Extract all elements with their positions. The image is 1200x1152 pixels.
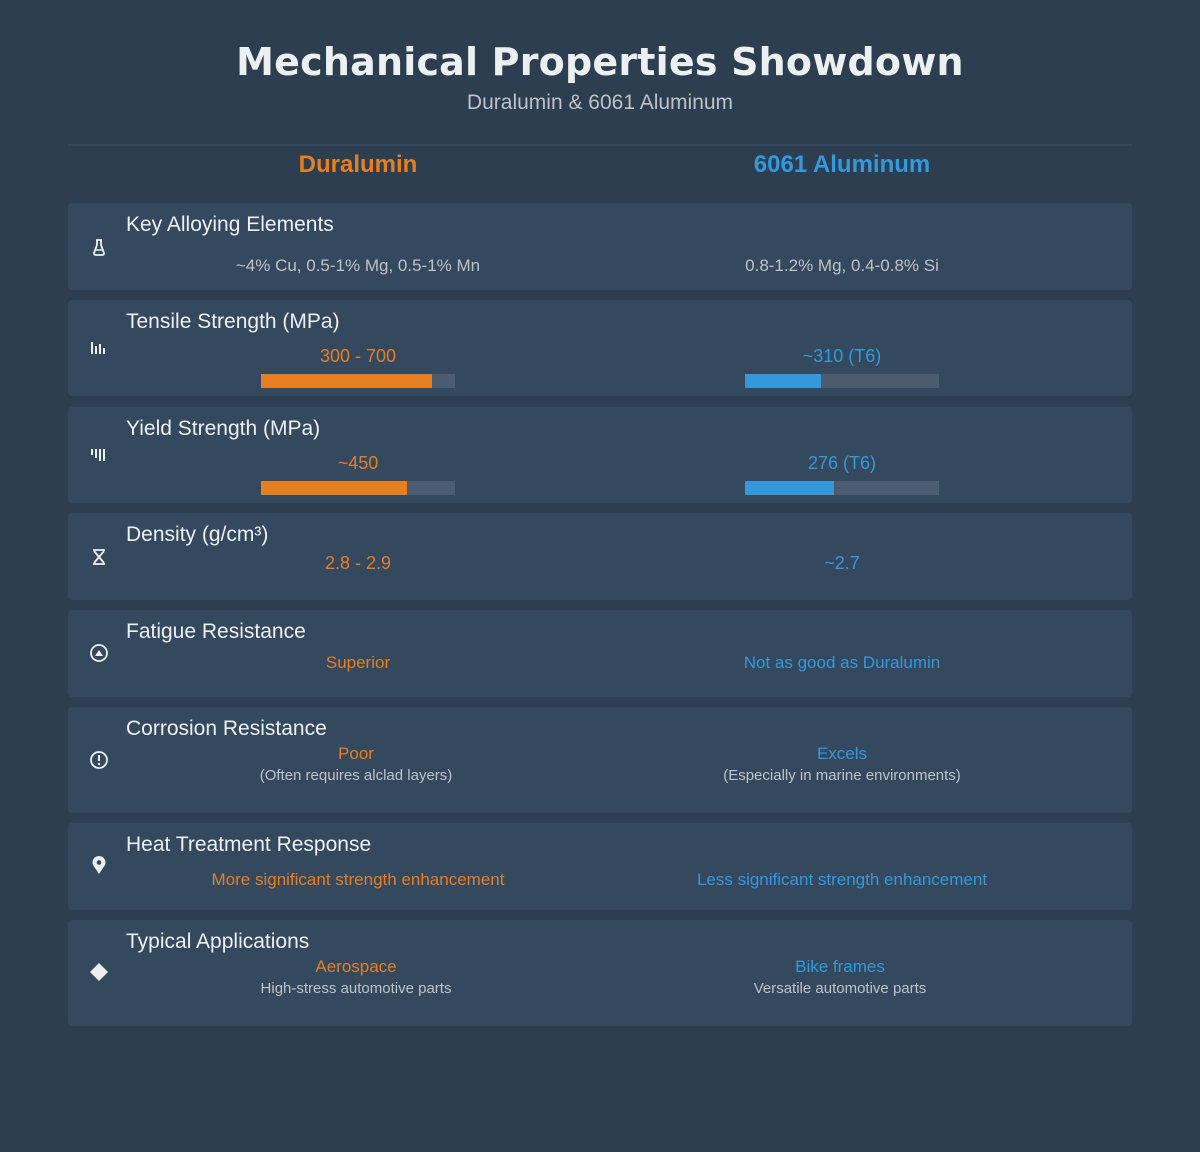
property-label: Tensile Strength (MPa) [126, 310, 340, 333]
aluminum-value: Excels [816, 744, 868, 763]
aluminum-value-cell: Bike frames Versatile automotive parts [598, 957, 1082, 997]
aluminum-value-cell: Less significant strength enhancement [600, 870, 1084, 890]
header-divider [68, 144, 1132, 146]
aluminum-value-cell: Excels (Especially in marine environment… [600, 744, 1084, 784]
page-subtitle: Duralumin & 6061 Aluminum [466, 91, 734, 114]
column-header-6061: 6061 Aluminum [753, 151, 931, 178]
duralumin-value: ~4% Cu, 0.5-1% Mg, 0.5-1% Mn [235, 256, 481, 275]
duralumin-value-cell: Poor (Often requires alclad layers) [114, 744, 598, 784]
aluminum-value: 276 (T6) [807, 453, 877, 473]
aluminum-value-cell: 0.8-1.2% Mg, 0.4-0.8% Si [600, 256, 1084, 276]
diamond-icon [88, 961, 110, 983]
duralumin-value: Superior [325, 653, 391, 672]
aluminum-strength-bar [745, 481, 939, 495]
aluminum-value-cell: ~2.7 [600, 553, 1084, 574]
property-row-fatigue: Fatigue Resistance Superior Not as good … [68, 610, 1132, 697]
duralumin-value-cell: ~450 [116, 453, 600, 495]
aluminum-value: ~2.7 [824, 553, 860, 573]
strength-bars-icon [88, 444, 110, 466]
property-row-applications: Typical Applications Aerospace High-stre… [68, 920, 1132, 1026]
bar-chart-icon [88, 337, 110, 359]
duralumin-value-cell: More significant strength enhancement [116, 870, 600, 890]
property-label: Corrosion Resistance [126, 717, 327, 740]
aluminum-value-cell: 276 (T6) [600, 453, 1084, 495]
property-label: Density (g/cm³) [126, 523, 269, 546]
property-label: Yield Strength (MPa) [126, 417, 321, 440]
property-row-yield: Yield Strength (MPa) ~450 276 (T6) [68, 407, 1132, 503]
property-row-heat-treatment: Heat Treatment Response More significant… [68, 823, 1132, 910]
aluminum-value: ~310 (T6) [802, 346, 882, 366]
duralumin-value: More significant strength enhancement [211, 870, 505, 889]
aluminum-value-cell: Not as good as Duralumin [600, 653, 1084, 673]
aluminum-value: 0.8-1.2% Mg, 0.4-0.8% Si [745, 256, 939, 275]
duralumin-value-cell: Aerospace High-stress automotive parts [114, 957, 598, 997]
property-label: Key Alloying Elements [126, 213, 334, 236]
aluminum-strength-bar-fill [745, 481, 835, 495]
property-row-tensile: Tensile Strength (MPa) 300 - 700 ~310 (T… [68, 300, 1132, 396]
duralumin-value: ~450 [337, 453, 379, 473]
property-label: Heat Treatment Response [126, 833, 372, 856]
aluminum-value-cell: ~310 (T6) [600, 346, 1084, 388]
duralumin-value-cell: Superior [116, 653, 600, 673]
scale-icon [88, 546, 110, 568]
duralumin-value-cell: 2.8 - 2.9 [116, 553, 600, 574]
aluminum-value: Less significant strength enhancement [696, 870, 988, 889]
duralumin-note: (Often requires alclad layers) [259, 767, 453, 784]
aluminum-value: Not as good as Duralumin [743, 653, 941, 672]
aluminum-strength-bar [745, 374, 939, 388]
duralumin-strength-bar-fill [261, 374, 432, 388]
aluminum-note: (Especially in marine environments) [723, 767, 961, 784]
aluminum-value: Bike frames [795, 957, 885, 976]
duralumin-strength-bar [261, 481, 455, 495]
property-row-alloying: Key Alloying Elements ~4% Cu, 0.5-1% Mg,… [68, 203, 1132, 290]
aluminum-note: Versatile automotive parts [753, 980, 927, 997]
column-header-duralumin: Duralumin [298, 151, 418, 178]
property-row-corrosion: Corrosion Resistance Poor (Often require… [68, 707, 1132, 813]
property-row-density: Density (g/cm³) 2.8 - 2.9 ~2.7 [68, 513, 1132, 600]
duralumin-value: Aerospace [315, 957, 397, 976]
property-label: Typical Applications [126, 930, 310, 953]
alert-circle-icon [88, 749, 110, 771]
page-title: Mechanical Properties Showdown [236, 40, 964, 84]
duralumin-note: High-stress automotive parts [260, 980, 452, 997]
duralumin-value: Poor [338, 744, 374, 763]
duralumin-strength-bar-fill [261, 481, 407, 495]
duralumin-value-cell: ~4% Cu, 0.5-1% Mg, 0.5-1% Mn [116, 256, 600, 276]
property-label: Fatigue Resistance [126, 620, 306, 643]
duralumin-value: 2.8 - 2.9 [324, 553, 392, 573]
duralumin-value-cell: 300 - 700 [116, 346, 600, 388]
duralumin-value: 300 - 700 [319, 346, 397, 366]
aluminum-strength-bar-fill [745, 374, 821, 388]
gauge-icon [88, 642, 110, 664]
flask-icon [88, 236, 110, 258]
duralumin-strength-bar [261, 374, 455, 388]
map-pin-icon [88, 854, 110, 876]
